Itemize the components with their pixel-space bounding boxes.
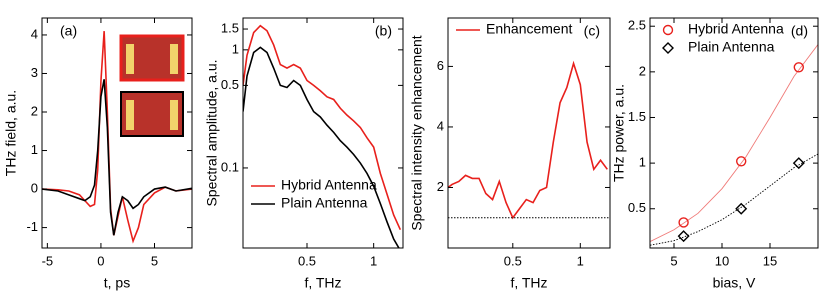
y-tick-label: 0.5 bbox=[628, 200, 646, 215]
y-tick-label: 6 bbox=[437, 58, 444, 73]
point bbox=[735, 202, 748, 215]
y-tick-label: 2 bbox=[31, 103, 38, 118]
point bbox=[793, 62, 804, 73]
y-tick-label: 1 bbox=[31, 142, 38, 157]
x-tick-label: -5 bbox=[42, 253, 54, 268]
y-tick-label: 1.5 bbox=[221, 20, 239, 35]
x-tick-label: 0 bbox=[97, 253, 104, 268]
series-line bbox=[650, 44, 818, 243]
x-tick-label: 0.5 bbox=[298, 253, 316, 268]
inset-hybrid bbox=[119, 34, 185, 82]
x-tick-label: 10 bbox=[715, 253, 729, 268]
x-tick-label: 1 bbox=[577, 253, 584, 268]
y-tick-label: 2 bbox=[639, 63, 646, 78]
x-tick-label: 15 bbox=[763, 253, 777, 268]
legend-marker bbox=[662, 24, 674, 36]
y-tick-label: 2.5 bbox=[628, 18, 646, 33]
y-tick-label: 1.5 bbox=[628, 109, 646, 124]
point bbox=[677, 230, 690, 243]
axes-frame bbox=[649, 17, 819, 249]
inset-pad bbox=[126, 100, 134, 130]
panel-label: (d) bbox=[791, 23, 808, 39]
y-tick-label: 0.1 bbox=[221, 159, 239, 174]
y-tick-label: 2 bbox=[437, 179, 444, 194]
y-tick-label: 3 bbox=[31, 65, 38, 80]
series-line bbox=[243, 46, 400, 248]
axes-frame bbox=[242, 17, 404, 249]
y-axis-label: Spectral amplitude, a.u. bbox=[204, 59, 220, 206]
x-axis-label: f, THz bbox=[510, 275, 547, 291]
plot-area bbox=[448, 60, 608, 220]
y-tick-label: 0.5 bbox=[221, 77, 239, 92]
series-line bbox=[650, 153, 818, 246]
legend-label: Hybrid Antenna bbox=[688, 21, 784, 37]
x-tick-label: 1 bbox=[370, 253, 377, 268]
y-tick-label: 4 bbox=[31, 26, 38, 41]
y-axis-label: THz field, a.u. bbox=[3, 90, 19, 176]
x-tick-label: 5 bbox=[670, 253, 677, 268]
legend-marker bbox=[662, 42, 674, 54]
y-tick-label: -1 bbox=[26, 219, 38, 234]
legend-label: Enhancement bbox=[486, 21, 573, 37]
inset-pad bbox=[126, 44, 134, 74]
y-tick-label: 4 bbox=[437, 118, 444, 133]
panel-label: (c) bbox=[584, 23, 600, 39]
y-axis-label: THz power, a.u. bbox=[611, 84, 627, 182]
axes-frame bbox=[447, 17, 611, 249]
x-tick-label: 0.5 bbox=[504, 253, 522, 268]
axes-frame bbox=[41, 17, 193, 249]
inset-pad bbox=[170, 44, 178, 74]
plot-area bbox=[243, 24, 402, 248]
x-axis-label: f, THz bbox=[304, 275, 341, 291]
y-tick-label: 0 bbox=[31, 180, 38, 195]
y-tick-label: 1 bbox=[639, 155, 646, 170]
plot-area bbox=[650, 44, 818, 246]
legend-label: Plain Antenna bbox=[688, 39, 775, 55]
x-tick-label: 5 bbox=[151, 253, 158, 268]
point bbox=[792, 157, 805, 170]
inset-plain bbox=[120, 91, 184, 137]
point bbox=[678, 217, 689, 228]
legend-label: Hybrid Antenna bbox=[281, 177, 377, 193]
legend-label: Plain Antenna bbox=[281, 195, 368, 211]
panel-label: (a) bbox=[60, 23, 77, 39]
y-tick-label: 1 bbox=[232, 41, 239, 56]
x-axis-label: bias, V bbox=[713, 275, 756, 291]
series-line bbox=[243, 24, 402, 231]
y-axis-label: Spectral intensity enhancement bbox=[409, 35, 425, 230]
series-line bbox=[448, 60, 608, 220]
panel-label: (b) bbox=[375, 23, 392, 39]
inset-pad bbox=[170, 100, 178, 130]
plot-area bbox=[42, 31, 192, 244]
series-line bbox=[42, 79, 192, 236]
point bbox=[736, 156, 747, 167]
x-axis-label: t, ps bbox=[104, 275, 130, 291]
